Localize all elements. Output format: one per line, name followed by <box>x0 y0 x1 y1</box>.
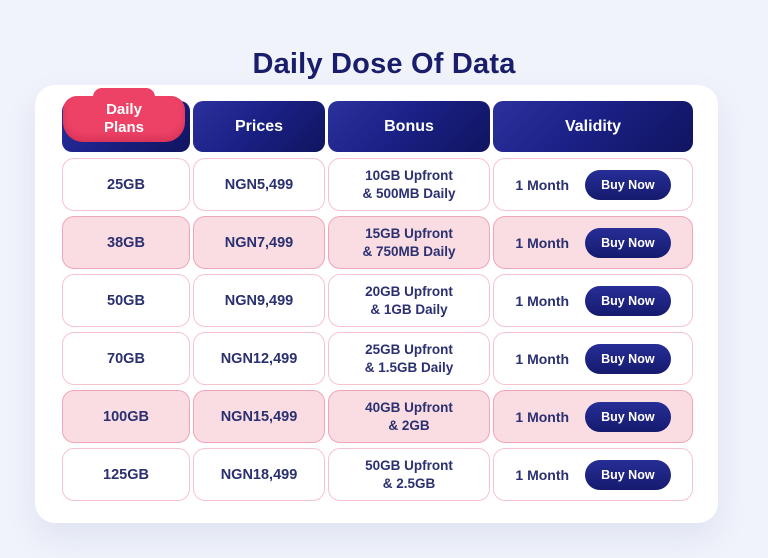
bonus-line1: 50GB Upfront <box>365 457 453 473</box>
plan-cell: 50GB <box>62 274 190 327</box>
validity-label: 1 Month <box>515 408 570 425</box>
bonus-line2: & 1.5GB Daily <box>364 359 454 375</box>
column-header-bonus: Bonus <box>328 101 490 152</box>
column-header-prices: Prices <box>193 101 325 152</box>
validity-cell: 1 Month Buy Now <box>493 448 693 501</box>
validity-cell: 1 Month Buy Now <box>493 216 693 269</box>
table-header-row: Daily Plans Prices Bonus Validity <box>62 96 693 152</box>
bonus-line1: 40GB Upfront <box>365 399 453 415</box>
bonus-line1: 15GB Upfront <box>365 225 453 241</box>
bonus-cell: 50GB Upfront & 2.5GB <box>328 448 490 501</box>
plan-cell: 100GB <box>62 390 190 443</box>
plan-cell: 25GB <box>62 158 190 211</box>
table-body: 25GB NGN5,499 10GB Upfront & 500MB Daily… <box>62 158 693 501</box>
validity-label: 1 Month <box>515 292 570 309</box>
buy-now-button[interactable]: Buy Now <box>585 227 671 258</box>
validity-label: 1 Month <box>515 234 570 251</box>
validity-label: 1 Month <box>515 350 570 367</box>
tab-daily-plans[interactable]: Daily Plans <box>63 96 185 142</box>
bonus-cell: 40GB Upfront & 2GB <box>328 390 490 443</box>
pricing-table-card: Daily Plans Prices Bonus Validity 25GB N… <box>35 85 718 523</box>
plan-cell: 125GB <box>62 448 190 501</box>
bonus-line1: 20GB Upfront <box>365 283 453 299</box>
buy-now-button[interactable]: Buy Now <box>585 169 671 200</box>
bonus-cell: 10GB Upfront & 500MB Daily <box>328 158 490 211</box>
validity-cell: 1 Month Buy Now <box>493 390 693 443</box>
bonus-cell: 20GB Upfront & 1GB Daily <box>328 274 490 327</box>
bonus-line2: & 750MB Daily <box>362 243 456 259</box>
bonus-line2: & 500MB Daily <box>362 185 456 201</box>
bonus-cell: 25GB Upfront & 1.5GB Daily <box>328 332 490 385</box>
buy-now-button[interactable]: Buy Now <box>585 343 671 374</box>
bonus-line1: 10GB Upfront <box>365 167 453 183</box>
buy-now-button[interactable]: Buy Now <box>585 285 671 316</box>
bonus-line2: & 2GB <box>388 417 430 433</box>
price-cell: NGN15,499 <box>193 390 325 443</box>
validity-cell: 1 Month Buy Now <box>493 274 693 327</box>
bonus-cell: 15GB Upfront & 750MB Daily <box>328 216 490 269</box>
price-cell: NGN18,499 <box>193 448 325 501</box>
column-header-validity: Validity <box>493 101 693 152</box>
buy-now-button[interactable]: Buy Now <box>585 401 671 432</box>
price-cell: NGN7,499 <box>193 216 325 269</box>
validity-cell: 1 Month Buy Now <box>493 158 693 211</box>
plan-cell: 38GB <box>62 216 190 269</box>
validity-cell: 1 Month Buy Now <box>493 332 693 385</box>
column-header-daily-plans: Daily Plans <box>62 96 190 152</box>
validity-label: 1 Month <box>515 466 570 483</box>
validity-label: 1 Month <box>515 176 570 193</box>
bonus-line2: & 2.5GB <box>382 475 436 491</box>
bonus-line2: & 1GB Daily <box>370 301 448 317</box>
buy-now-button[interactable]: Buy Now <box>585 459 671 490</box>
bonus-line1: 25GB Upfront <box>365 341 453 357</box>
price-cell: NGN12,499 <box>193 332 325 385</box>
tab-daily-plans-label: Daily Plans <box>103 101 145 136</box>
page-title: Daily Dose Of Data <box>252 48 516 80</box>
price-cell: NGN9,499 <box>193 274 325 327</box>
plan-cell: 70GB <box>62 332 190 385</box>
price-cell: NGN5,499 <box>193 158 325 211</box>
